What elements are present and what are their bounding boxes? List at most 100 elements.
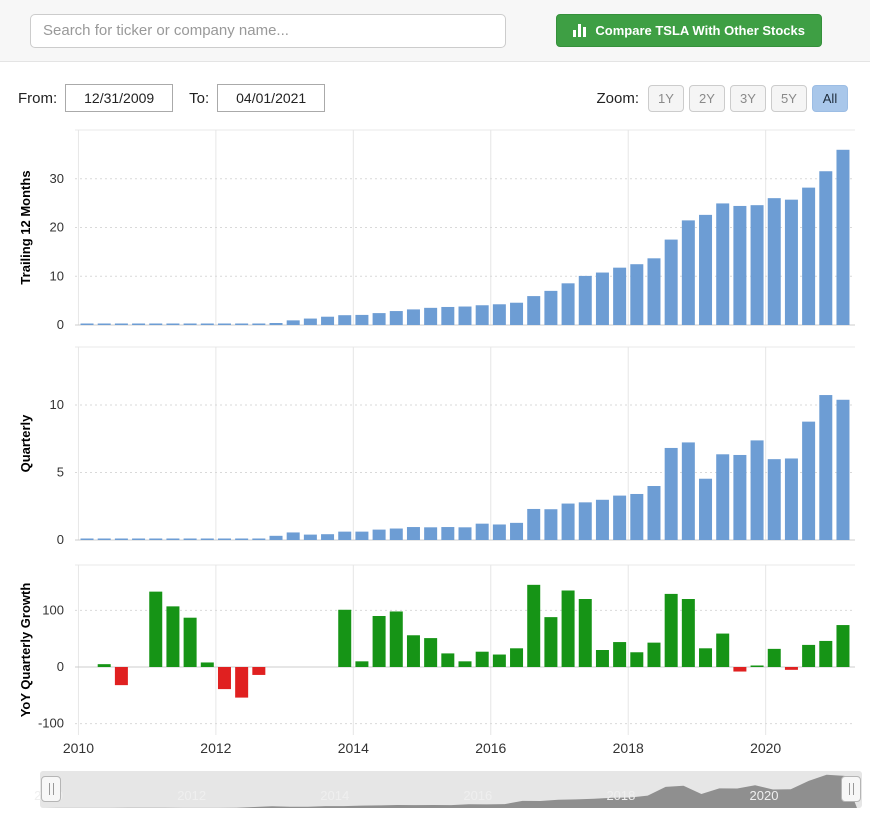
bar (132, 538, 146, 540)
bar (406, 527, 420, 540)
topbar: Compare TSLA With Other Stocks (0, 0, 870, 62)
y-tick-label: 10 (50, 397, 64, 412)
bar (200, 323, 214, 325)
bar (321, 316, 335, 325)
bar (458, 527, 472, 540)
bar (183, 323, 197, 325)
bar (527, 296, 541, 325)
bar (166, 323, 180, 325)
bar (510, 302, 524, 325)
bar (819, 171, 833, 325)
bar (784, 199, 798, 325)
bar (647, 486, 661, 540)
bar (252, 538, 266, 540)
bar (595, 272, 609, 325)
bar (544, 617, 558, 667)
bar (578, 599, 592, 667)
zoom-3y-button[interactable]: 3Y (730, 84, 766, 112)
bar (80, 538, 94, 540)
navigator-year-label: 2012 (177, 788, 206, 803)
bar (166, 606, 180, 667)
bar (355, 531, 369, 540)
x-tick-label: 2010 (63, 740, 94, 756)
bar (458, 661, 472, 667)
bar (441, 653, 455, 667)
bar (595, 650, 609, 667)
bar (149, 591, 163, 667)
controls-row: From: To: Zoom: 1Y 2Y 3Y 5Y All (0, 62, 870, 120)
bar (492, 524, 506, 540)
bar (372, 616, 386, 667)
bar (716, 454, 730, 540)
bar (733, 667, 747, 672)
y-tick-label: 0 (57, 532, 64, 547)
zoom-5y-button[interactable]: 5Y (771, 84, 807, 112)
bar (166, 538, 180, 540)
navigator-right-handle[interactable] (841, 776, 861, 802)
y-axis-title: YoY Quarterly Growth (18, 583, 33, 718)
y-tick-label: 0 (57, 659, 64, 674)
bar (544, 509, 558, 540)
search-input[interactable] (30, 13, 506, 48)
bar (286, 320, 300, 325)
yoy-growth-chart[interactable]: -100 0 100 YoY Quarterly Growth 2010 2012 2014… (0, 550, 870, 765)
bar (303, 318, 317, 325)
bar (372, 529, 386, 540)
navigator-series-area (45, 774, 857, 808)
bar (492, 654, 506, 667)
bar (183, 538, 197, 540)
bar (235, 323, 249, 325)
bar (613, 495, 627, 540)
bar-chart-icon (573, 24, 587, 37)
zoom-2y-button[interactable]: 2Y (689, 84, 725, 112)
bar (681, 442, 695, 540)
bar (699, 214, 713, 325)
bar (819, 395, 833, 540)
zoom-all-button[interactable]: All (812, 84, 848, 112)
bar (527, 508, 541, 540)
bar (200, 538, 214, 540)
bar (303, 534, 317, 540)
bar (97, 664, 111, 667)
quarterly-revenue-chart[interactable]: 0 5 10 Quarterly (0, 335, 870, 550)
bar (441, 306, 455, 325)
bar (321, 534, 335, 540)
bar (458, 306, 472, 325)
date-range-controls: From: To: (18, 84, 326, 112)
bar (338, 531, 352, 540)
to-label: To: (189, 89, 210, 107)
bar (114, 538, 128, 540)
zoom-1y-button[interactable]: 1Y (648, 84, 684, 112)
y-tick-label: 5 (57, 465, 64, 480)
bar (784, 667, 798, 670)
y-axis-title: Quarterly (18, 414, 33, 473)
x-tick-label: 2018 (613, 740, 644, 756)
from-date-input[interactable] (65, 84, 174, 112)
bar (492, 304, 506, 325)
bar (750, 665, 764, 667)
bar (733, 205, 747, 325)
ttm-revenue-chart[interactable]: 0 10 20 30 Trailing 12 Months (0, 120, 870, 335)
bar (544, 290, 558, 325)
bar (561, 590, 575, 667)
y-axis-title: Trailing 12 Months (18, 170, 33, 284)
from-label: From: (18, 89, 58, 107)
bar (802, 421, 816, 540)
navigator-year-label: 2018 (606, 788, 635, 803)
compare-button-label: Compare TSLA With Other Stocks (595, 23, 805, 38)
bar (424, 307, 438, 325)
bar (424, 638, 438, 667)
compare-stocks-button[interactable]: Compare TSLA With Other Stocks (556, 14, 822, 47)
bar (613, 267, 627, 325)
bar (561, 283, 575, 325)
navigator-left-handle[interactable] (41, 776, 61, 802)
navigator-year-label: 2016 (463, 788, 492, 803)
bar (389, 528, 403, 540)
bar (217, 667, 231, 690)
bar (252, 323, 266, 325)
bar (149, 323, 163, 325)
to-date-input[interactable] (217, 84, 326, 112)
navigator-year-label: 2020 (750, 788, 779, 803)
